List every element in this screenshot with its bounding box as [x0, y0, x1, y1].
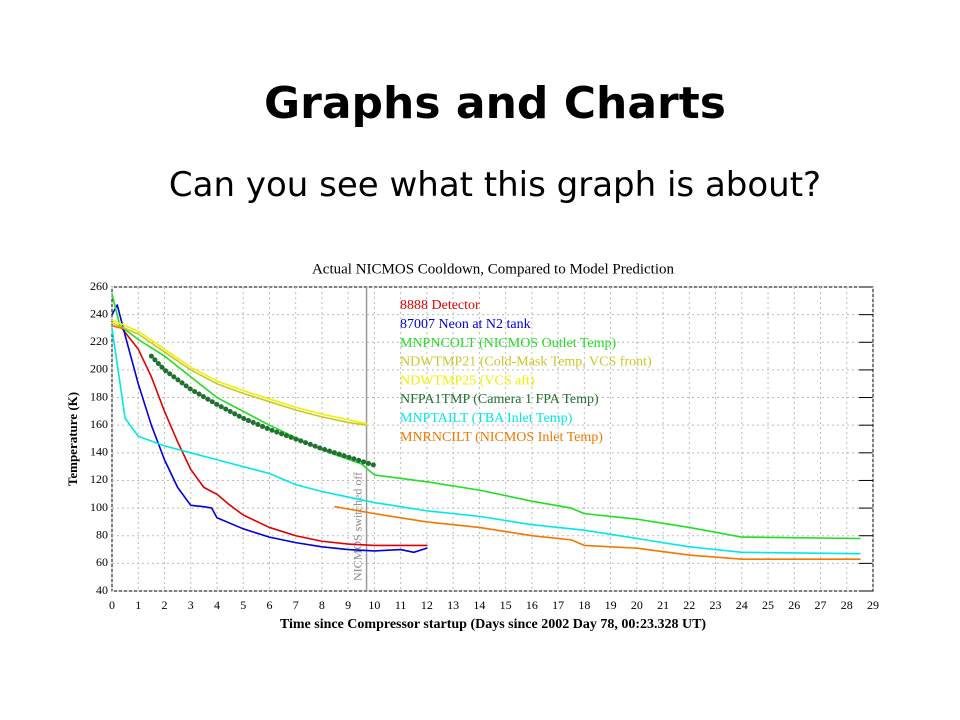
x-tick-label: 15 — [500, 598, 512, 612]
legend-entry: NFPA1TMP (Camera 1 FPA Temp) — [400, 392, 599, 407]
x-tick-label: 26 — [788, 598, 800, 612]
y-tick-label: 100 — [90, 500, 108, 514]
x-tick-label: 2 — [161, 598, 167, 612]
x-tick-label: 9 — [345, 598, 351, 612]
y-tick-label: 160 — [90, 417, 108, 431]
series-line — [148, 353, 377, 468]
legend-entry: NDWTMP25 (VCS aft) — [400, 373, 535, 388]
x-tick-label: 3 — [188, 598, 194, 612]
x-tick-label: 5 — [240, 598, 246, 612]
series-line — [111, 319, 368, 425]
y-tick-label: 220 — [90, 334, 108, 348]
x-tick-label: 11 — [395, 598, 407, 612]
x-tick-label: 23 — [710, 598, 722, 612]
y-tick-label: 80 — [96, 527, 108, 541]
x-axis-label: Time since Compressor startup (Days sinc… — [280, 617, 707, 632]
slide-subtitle: Can you see what this graph is about? — [168, 165, 822, 205]
x-tick-label: 1 — [135, 598, 141, 612]
plot-frame — [111, 286, 874, 592]
legend-entry: MNPTAILT (TBA Inlet Temp) — [400, 411, 573, 426]
x-tick-label: 27 — [815, 598, 827, 612]
legend-entry: MNPNCOLT (NICMOS Outlet Temp) — [400, 336, 617, 351]
x-tick-label: 22 — [683, 598, 695, 612]
x-tick-label: 28 — [841, 598, 853, 612]
x-tick-label: 0 — [109, 598, 115, 612]
series-line — [111, 324, 861, 561]
y-tick-label: 60 — [96, 555, 108, 569]
x-tick-label: 29 — [867, 598, 879, 612]
x-tick-label: 7 — [293, 598, 299, 612]
y-tick-label: 140 — [90, 445, 108, 459]
y-tick-label: 40 — [96, 583, 108, 597]
legend-entry: NDWTMP21 (Cold-Mask Temp, VCS front) — [400, 355, 652, 370]
y-tick-label: 180 — [90, 389, 108, 403]
legend-entry: 8888 Detector — [400, 298, 480, 313]
x-tick-label: 13 — [447, 598, 459, 612]
x-tick-label: 6 — [266, 598, 272, 612]
series-line — [111, 322, 368, 426]
x-tick-label: 14 — [473, 598, 485, 612]
x-tick-label: 24 — [736, 598, 748, 612]
x-tick-label: 17 — [552, 598, 564, 612]
series-line — [111, 293, 861, 540]
series-line — [119, 324, 428, 547]
x-tick-label: 4 — [214, 598, 220, 612]
series-line — [111, 304, 428, 554]
legend-entry: 87007 Neon at N2 tank — [400, 317, 531, 332]
x-tick-label: 12 — [421, 598, 433, 612]
x-tick-label: 19 — [605, 598, 617, 612]
y-tick-label: 260 — [90, 279, 108, 293]
slide-title: Graphs and Charts — [264, 78, 726, 129]
x-tick-label: 20 — [631, 598, 643, 612]
y-tick-label: 200 — [90, 362, 108, 376]
x-tick-label: 8 — [319, 598, 325, 612]
series-line — [111, 327, 861, 555]
x-tick-label: 16 — [526, 598, 538, 612]
x-tick-label: 18 — [578, 598, 590, 612]
legend-entry: MNRNCILT (NICMOS Inlet Temp) — [400, 430, 603, 445]
y-axis-label: Temperature (K) — [65, 392, 80, 486]
chart-title: Actual NICMOS Cooldown, Compared to Mode… — [312, 261, 675, 277]
x-tick-label: 10 — [368, 598, 380, 612]
x-tick-label: 25 — [762, 598, 774, 612]
y-tick-label: 120 — [90, 472, 108, 486]
annotation: NICMOS switched off — [350, 472, 364, 581]
x-tick-label: 21 — [657, 598, 669, 612]
y-tick-label: 240 — [90, 306, 108, 320]
